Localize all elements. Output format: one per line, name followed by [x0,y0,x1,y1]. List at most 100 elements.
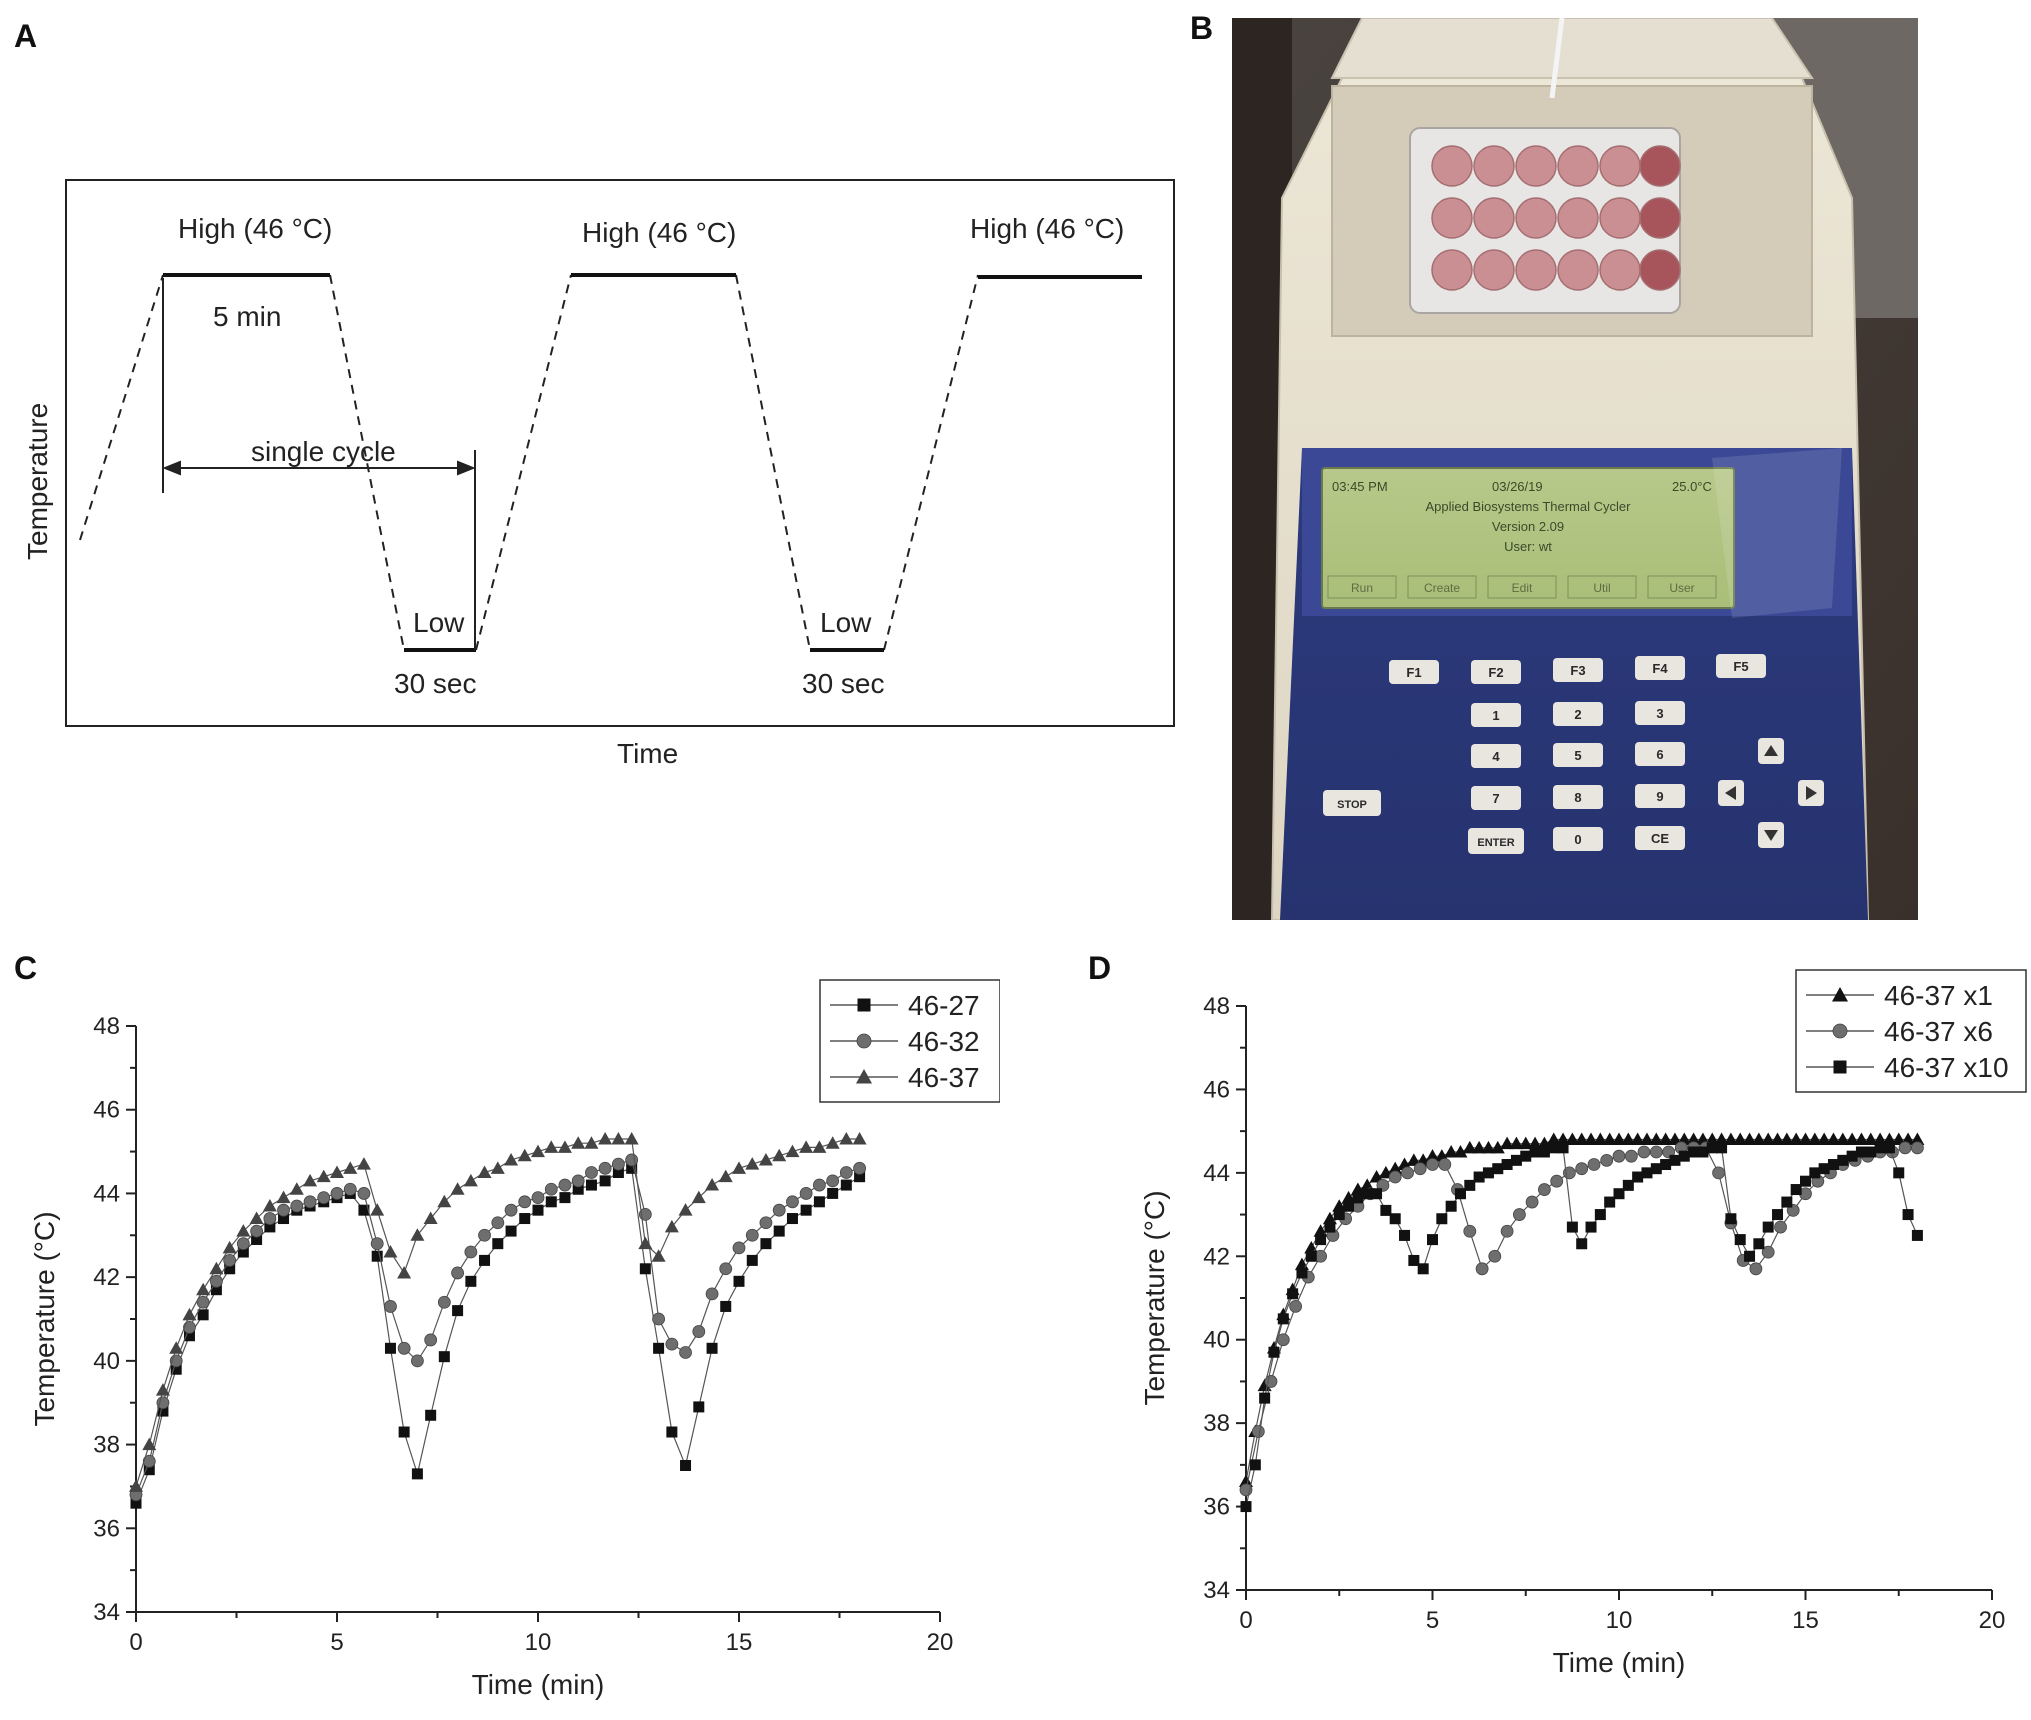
chart-c-data-point [250,1224,264,1238]
chart-c-data-point [317,1191,331,1205]
chart-d-data-point [1350,1182,1365,1196]
chart-c-series-0 [130,1162,866,1509]
probe-wire [1549,18,1565,99]
chart-d-data-point [1742,1132,1757,1145]
chart-d-data-point [1389,1213,1401,1225]
chart-d-data-point [1388,1170,1402,1184]
chart-d-data-point [1594,1209,1606,1221]
chart-d-data-point [1612,1149,1626,1163]
chart-d-data-point [1893,1167,1905,1179]
lcd-product-name: Applied Biosystems Thermal Cycler [1426,499,1632,514]
chart-d-data-point [1257,1378,1272,1392]
chart-d-data-point [1399,1229,1411,1241]
chart-c-data-point [518,1195,532,1209]
chart-d-data-point [1268,1346,1280,1358]
chart-d-data-point [1313,1224,1328,1237]
chart-c-data-point [826,1174,840,1188]
chart-d-data-point [1789,1132,1804,1145]
chart-c-data-point [438,1351,450,1363]
chart-d-data-point [1649,1132,1664,1145]
chart-d-data-point [1513,1208,1526,1221]
chart-c-data-point [249,1211,264,1225]
chart-c-data-point [519,1213,531,1225]
chart-c-data-point [840,1179,852,1191]
lcd-block-temp: 25.0°C [1672,479,1712,494]
chart-d-data-point [1845,1132,1860,1145]
chart-d-data-point [1426,1158,1439,1171]
key-enter: ENTER [1477,837,1514,849]
chart-d-data-point [1837,1154,1849,1166]
chart-c-data-point [718,1169,733,1183]
chart-d-data-point [1660,1159,1672,1171]
chart-d-data-point [1658,1132,1673,1145]
key-f3: F3 [1570,663,1585,678]
chart-c-data-point [732,1241,746,1255]
chart-d-data-point [1556,1132,1571,1145]
fkey-row: F1 F2 F3 F4 F5 [1389,654,1766,684]
high-label-3: High (46 °C) [970,213,1124,244]
single-cycle-label: single cycle [251,436,396,467]
chart-c-data-point [732,1161,746,1174]
panel-d-letter: D [1088,950,1112,986]
chart-d-data-point [1239,1474,1253,1488]
chart-d-data-point [1380,1204,1392,1216]
chart-c-data-point [651,1249,666,1262]
chart-c-data-point [786,1213,798,1225]
chart-d-y-tick-label: 34 [1203,1577,1230,1604]
chart-c-data-point [680,1460,692,1471]
chart-d-data-point [1604,1196,1616,1208]
chart-c-data-point [452,1305,464,1317]
high-duration-label: 5 min [213,301,281,332]
chart-d-x-tick-label: 15 [1792,1607,1819,1634]
chart-c-data-point [678,1203,693,1216]
chart-d-data-point [1481,1140,1496,1154]
chart-d-series-line [1245,1138,1918,1482]
lcd-time: 03:45 PM [1332,479,1388,494]
chart-d-data-point [1472,1140,1487,1154]
chart-c-data-point [665,1337,679,1351]
chart-c-data-point [210,1284,222,1296]
chart-d-data-point [1734,1234,1746,1246]
chart-d-data-point [1587,1158,1601,1171]
chart-d-data-point [1911,1141,1924,1155]
chart-c-data-point [410,1354,424,1368]
chart-c-data-point [611,1132,626,1145]
chart-d-data-point [1296,1267,1308,1279]
chart-d-data-point [1413,1162,1427,1176]
chart-c-data-point [169,1341,184,1354]
chart-d-data-point [1462,1140,1477,1154]
chart-c-data-point [223,1253,237,1267]
chart-c-data-point [183,1320,196,1334]
key-6: 6 [1656,747,1663,762]
chart-d-data-point [1705,1132,1720,1145]
chart-d-data-point [1898,1141,1912,1155]
chart-c-data-point [157,1405,169,1417]
chart-d-data-point [1637,1145,1651,1159]
chart-d-data-point [1438,1158,1452,1171]
key-4: 4 [1492,749,1500,764]
chart-d-series-2 [1240,1142,1923,1513]
chart-d-data-point [1529,1146,1541,1158]
chart-c-data-point [222,1240,237,1254]
chart-d-data-point [1712,1166,1725,1180]
chart-d-data-point [1371,1188,1383,1200]
chart-c-data-point [504,1203,518,1217]
chart-c-data-point [383,1245,398,1258]
chart-d-data-point [1630,1132,1645,1145]
chart-d-data-point [1557,1142,1569,1154]
chart-d-data-point [1809,1167,1821,1179]
chart-d-legend-marker [1832,987,1848,1002]
chart-c-legend-label: 46-37 [908,1062,980,1093]
open-lid [1330,18,1814,79]
chart-c-data-point [356,1157,371,1170]
chart-d-legend-label: 46-37 x6 [1884,1016,1993,1047]
schematic-frame [65,179,1175,727]
chart-c-data-point [170,1363,182,1375]
chart-d-x-axis-label: Time (min) [1553,1647,1686,1678]
panel-c-letter: C [14,950,38,986]
chart-d-data-point [1525,1195,1539,1209]
chart-d-data-point [1289,1299,1303,1313]
chart-d-data-point [1277,1313,1289,1325]
chart-c-series-2 [129,1132,867,1492]
chart-d-data-point [1518,1136,1533,1150]
